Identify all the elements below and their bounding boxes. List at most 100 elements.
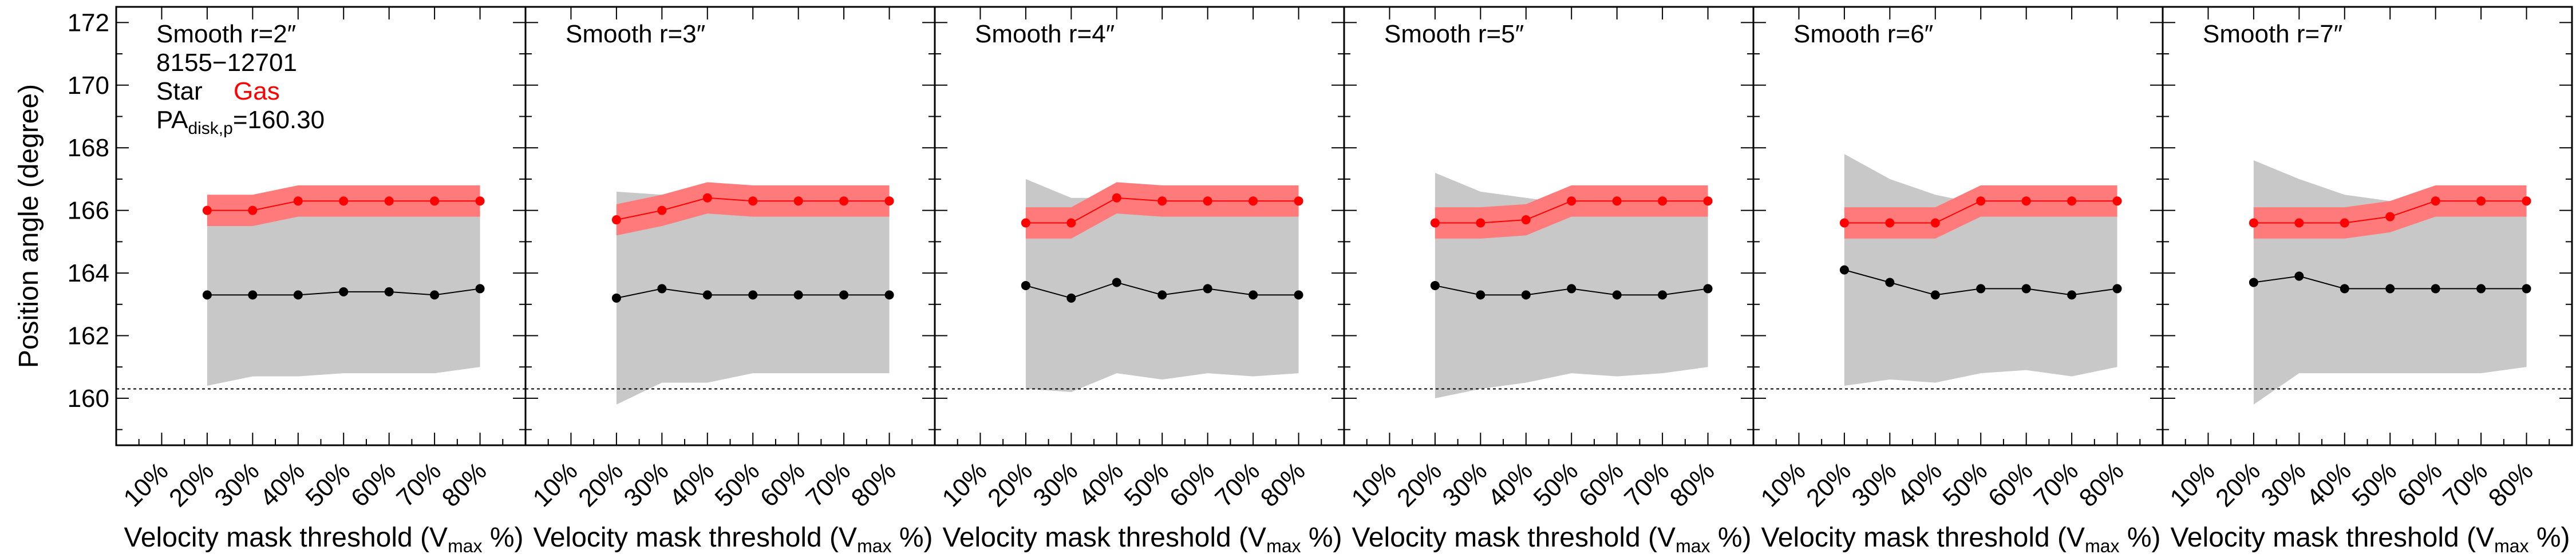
star-data-point (293, 290, 303, 300)
y-axis-title: Position angle (degree) (14, 84, 44, 368)
x-tick-label: 30% (1437, 457, 1492, 512)
gas-data-point (1976, 196, 1986, 206)
x-tick-label: 60% (1164, 457, 1220, 512)
gas-data-point (702, 193, 712, 203)
x-tick-label: 30% (2255, 457, 2311, 512)
star-data-point (1430, 280, 1440, 290)
x-tick-label: 80% (2483, 457, 2539, 512)
star-data-point (1203, 284, 1212, 294)
x-tick-label: 80% (1665, 457, 1720, 512)
gas-data-point (339, 196, 349, 206)
x-axis-title: Velocity mask threshold (Vmax %) (124, 523, 523, 556)
gas-data-point (384, 196, 394, 206)
star-data-point (2385, 284, 2395, 294)
star-data-point (2021, 284, 2031, 294)
x-tick-label: 40% (1483, 457, 1538, 512)
gas-data-point (2067, 196, 2077, 206)
chart-panel-6: 10%20%30%40%50%60%70%80% Smooth r=7″ Veloc… (2162, 6, 2573, 556)
star-data-point (1930, 290, 1940, 300)
gas-data-point (2385, 212, 2395, 221)
y-tick-label: 162 (68, 322, 109, 350)
gas-data-point (839, 196, 849, 206)
x-tick-label: 40% (1892, 457, 1947, 512)
panel-title: Smooth r=3″ (566, 20, 705, 48)
star-data-point (1066, 293, 1076, 303)
x-tick-label: 50% (2346, 457, 2402, 512)
star-data-point (2112, 284, 2122, 294)
gas-data-point (1703, 196, 1713, 206)
x-tick-label: 80% (2074, 457, 2129, 512)
star-data-point (1112, 278, 1121, 287)
x-tick-label: 20% (573, 457, 629, 512)
gas-data-point (2340, 218, 2349, 228)
gas-data-point (1885, 218, 1895, 228)
legend-gas-label: Gas (234, 77, 280, 105)
y-tick-label: 170 (68, 72, 109, 100)
gas-data-point (2112, 196, 2122, 206)
gas-uncertainty-band (2253, 185, 2527, 239)
gas-data-point (611, 215, 621, 225)
gas-data-point (248, 205, 258, 215)
gas-data-point (1157, 196, 1167, 206)
star-data-point (611, 293, 621, 303)
gas-data-point (1249, 196, 1258, 206)
star-data-point (2476, 284, 2486, 294)
x-tick-label: 10% (528, 457, 583, 512)
x-tick-label: 70% (1210, 457, 1265, 512)
x-tick-label: 30% (618, 457, 674, 512)
x-tick-label: 50% (1937, 457, 1993, 512)
star-data-point (657, 284, 667, 294)
x-tick-label: 10% (937, 457, 993, 512)
gas-data-point (748, 196, 758, 206)
gas-uncertainty-band (1435, 185, 1708, 239)
star-data-point (384, 287, 394, 296)
chart-panel-4: 10%20%30%40%50%60%70%80% Smooth r=5″ Veloc… (1343, 6, 1755, 556)
gas-data-point (1930, 218, 1940, 228)
legend-star-label: Star (156, 77, 203, 105)
star-data-point (2340, 284, 2349, 294)
x-tick-label: 60% (2392, 457, 2448, 512)
gas-data-point (1066, 218, 1076, 228)
x-tick-label: 70% (2028, 457, 2084, 512)
gas-data-point (1658, 196, 1668, 206)
x-tick-label: 20% (1801, 457, 1856, 512)
gas-data-point (1612, 196, 1622, 206)
y-tick-label: 172 (68, 9, 109, 37)
x-tick-label: 50% (1528, 457, 1583, 512)
x-tick-label: 20% (1392, 457, 1447, 512)
x-tick-label: 20% (164, 457, 219, 512)
gas-data-point (2522, 196, 2531, 206)
star-uncertainty-band (1025, 179, 1299, 392)
star-data-point (1294, 290, 1303, 300)
star-data-point (702, 290, 712, 300)
star-data-point (2431, 284, 2440, 294)
x-tick-label: 20% (982, 457, 1038, 512)
star-data-point (1249, 290, 1258, 300)
chart-panel-5: 10%20%30%40%50%60%70%80% Smooth r=6″ Veloc… (1752, 6, 2164, 556)
star-data-point (1157, 290, 1167, 300)
star-data-point (2249, 278, 2258, 287)
x-tick-label: 60% (1983, 457, 2038, 512)
x-axis-title: Velocity mask threshold (Vmax %) (533, 523, 933, 556)
gas-data-point (2431, 196, 2440, 206)
star-data-point (1567, 284, 1577, 294)
gas-data-point (793, 196, 803, 206)
gas-data-point (2249, 218, 2258, 228)
x-tick-label: 30% (209, 457, 264, 512)
x-tick-label: 10% (2165, 457, 2221, 512)
star-data-point (748, 290, 758, 300)
chart-panel-1: 10%20%30%40%50%60%70%80% 160 162 164 166 168 1… (14, 6, 527, 556)
panel-title: Smooth r=5″ (1384, 20, 1524, 48)
y-tick-label: 164 (68, 259, 109, 287)
gas-data-point (2294, 218, 2304, 228)
star-data-point (1885, 278, 1895, 287)
x-axis-title: Velocity mask threshold (Vmax %) (942, 523, 1342, 556)
star-data-point (1976, 284, 1986, 294)
panel-title: Smooth r=4″ (975, 20, 1115, 48)
y-tick-label: 168 (68, 134, 109, 162)
star-data-point (202, 290, 212, 300)
x-tick-label: 40% (664, 457, 720, 512)
gas-uncertainty-band (207, 185, 480, 226)
disk-pa-label: PAdisk,p=160.30 (156, 106, 325, 138)
